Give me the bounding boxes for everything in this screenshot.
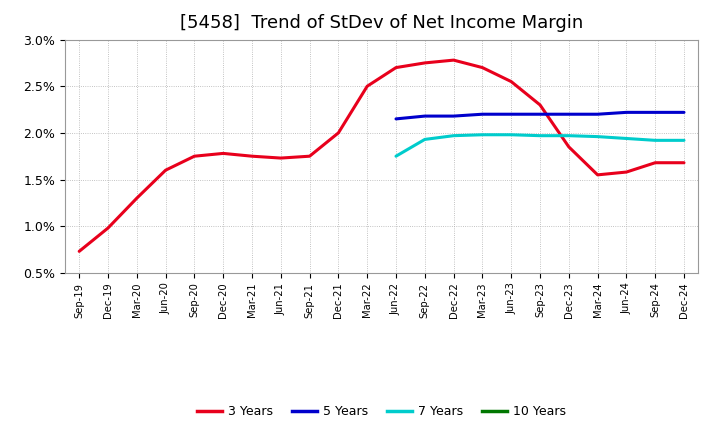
3 Years [420,60,429,66]
3 Years [104,225,112,231]
5 Years [449,114,458,119]
3 Years [622,169,631,175]
5 Years [622,110,631,115]
Line: 5 Years: 5 Years [396,112,684,119]
5 Years [651,110,660,115]
5 Years [536,112,544,117]
7 Years [449,133,458,138]
7 Years [392,154,400,159]
5 Years [507,112,516,117]
7 Years [564,133,573,138]
3 Years [132,195,141,201]
7 Years [478,132,487,137]
3 Years [161,168,170,173]
7 Years [651,138,660,143]
3 Years [392,65,400,70]
5 Years [420,114,429,119]
Line: 3 Years: 3 Years [79,60,684,251]
7 Years [680,138,688,143]
7 Years [622,136,631,141]
3 Years [507,79,516,84]
3 Years [248,154,256,159]
5 Years [392,116,400,121]
3 Years [593,172,602,177]
3 Years [219,151,228,156]
Line: 7 Years: 7 Years [396,135,684,156]
5 Years [593,112,602,117]
3 Years [75,249,84,254]
3 Years [680,160,688,165]
3 Years [276,155,285,161]
7 Years [593,134,602,139]
7 Years [420,137,429,142]
Title: [5458]  Trend of StDev of Net Income Margin: [5458] Trend of StDev of Net Income Marg… [180,15,583,33]
3 Years [449,58,458,63]
5 Years [564,112,573,117]
5 Years [478,112,487,117]
3 Years [334,130,343,136]
3 Years [478,65,487,70]
3 Years [536,102,544,107]
7 Years [507,132,516,137]
3 Years [190,154,199,159]
5 Years [680,110,688,115]
Legend: 3 Years, 5 Years, 7 Years, 10 Years: 3 Years, 5 Years, 7 Years, 10 Years [192,400,572,423]
3 Years [564,144,573,150]
3 Years [363,84,372,89]
7 Years [536,133,544,138]
3 Years [305,154,314,159]
3 Years [651,160,660,165]
